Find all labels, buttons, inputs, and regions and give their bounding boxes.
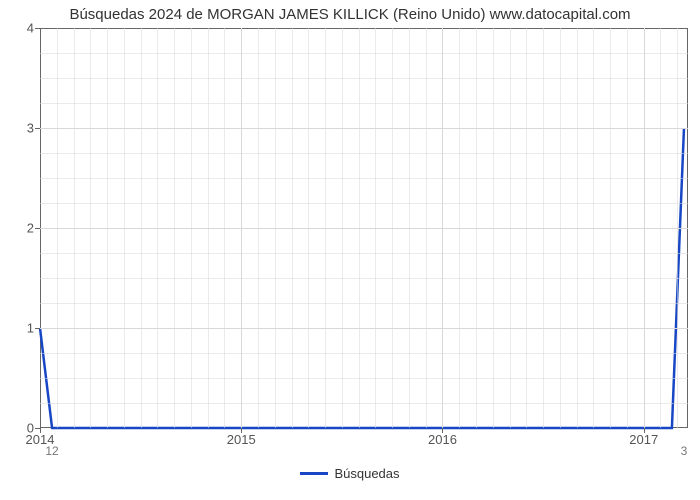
grid-line-v-minor: [325, 28, 326, 428]
grid-line-h-minor: [40, 78, 688, 79]
y-tick-label: 4: [27, 21, 34, 36]
grid-line-v-minor: [224, 28, 225, 428]
x-tick-mark: [442, 428, 443, 433]
grid-line-h-minor: [40, 203, 688, 204]
chart-container: Búsquedas 2024 de MORGAN JAMES KILLICK (…: [0, 0, 700, 500]
x-tick-mark: [241, 428, 242, 433]
grid-line-v-minor: [677, 28, 678, 428]
grid-line-h-minor: [40, 278, 688, 279]
y-tick-mark: [35, 128, 40, 129]
grid-line-v-minor: [191, 28, 192, 428]
grid-line-v-minor: [593, 28, 594, 428]
grid-line-v-minor: [426, 28, 427, 428]
grid-line-v-minor: [342, 28, 343, 428]
grid-line-v: [241, 28, 242, 428]
grid-line-v-minor: [392, 28, 393, 428]
grid-line-v-minor: [459, 28, 460, 428]
x-tick-label: 2017: [629, 432, 658, 447]
grid-line-h-minor: [40, 53, 688, 54]
grid-line-h-minor: [40, 403, 688, 404]
grid-line-v-minor: [610, 28, 611, 428]
grid-line-h: [40, 128, 688, 129]
grid-line-v-minor: [375, 28, 376, 428]
y-tick-label: 2: [27, 221, 34, 236]
grid-line-v-minor: [409, 28, 410, 428]
legend-label: Búsquedas: [334, 466, 399, 481]
grid-line-v-minor: [174, 28, 175, 428]
grid-line-v-minor: [292, 28, 293, 428]
grid-line-v-minor: [510, 28, 511, 428]
legend-swatch: [300, 472, 328, 475]
grid-line-v-minor: [157, 28, 158, 428]
y-tick-mark: [35, 328, 40, 329]
grid-line-v-minor: [526, 28, 527, 428]
grid-line-v-minor: [359, 28, 360, 428]
grid-line-h-minor: [40, 103, 688, 104]
y-tick-mark: [35, 228, 40, 229]
grid-line-v-minor: [560, 28, 561, 428]
grid-line-v-minor: [660, 28, 661, 428]
grid-line-v-minor: [258, 28, 259, 428]
grid-line-h-minor: [40, 153, 688, 154]
grid-line-v-minor: [577, 28, 578, 428]
grid-line-h-minor: [40, 253, 688, 254]
plot-area: 012342014201520162017123: [40, 28, 688, 428]
grid-line-v-minor: [141, 28, 142, 428]
grid-line-v-minor: [107, 28, 108, 428]
grid-line-h: [40, 328, 688, 329]
x-tick-label: 2016: [428, 432, 457, 447]
grid-line-v-minor: [476, 28, 477, 428]
grid-line-h-minor: [40, 378, 688, 379]
y-tick-label: 3: [27, 121, 34, 136]
chart-title: Búsquedas 2024 de MORGAN JAMES KILLICK (…: [0, 6, 700, 23]
grid-line-v-minor: [90, 28, 91, 428]
grid-line-h-minor: [40, 303, 688, 304]
grid-line-h-minor: [40, 178, 688, 179]
grid-line-v-minor: [275, 28, 276, 428]
grid-line-v-minor: [627, 28, 628, 428]
grid-line-v: [644, 28, 645, 428]
grid-line-h: [40, 228, 688, 229]
grid-line-v: [442, 28, 443, 428]
grid-line-v-minor: [124, 28, 125, 428]
grid-line-v-minor: [543, 28, 544, 428]
x-tick-mark: [40, 428, 41, 433]
y-tick-mark: [35, 28, 40, 29]
grid-line-v-minor: [74, 28, 75, 428]
grid-line-v-minor: [493, 28, 494, 428]
x-tick-label: 2015: [227, 432, 256, 447]
y-tick-label: 1: [27, 321, 34, 336]
x-tick-mark: [644, 428, 645, 433]
grid-line-v-minor: [208, 28, 209, 428]
grid-line-h-minor: [40, 353, 688, 354]
x-small-label: 12: [45, 444, 58, 458]
grid-line-v-minor: [57, 28, 58, 428]
grid-line-v-minor: [308, 28, 309, 428]
chart-legend: Búsquedas: [0, 466, 700, 481]
x-small-label: 3: [681, 444, 688, 458]
